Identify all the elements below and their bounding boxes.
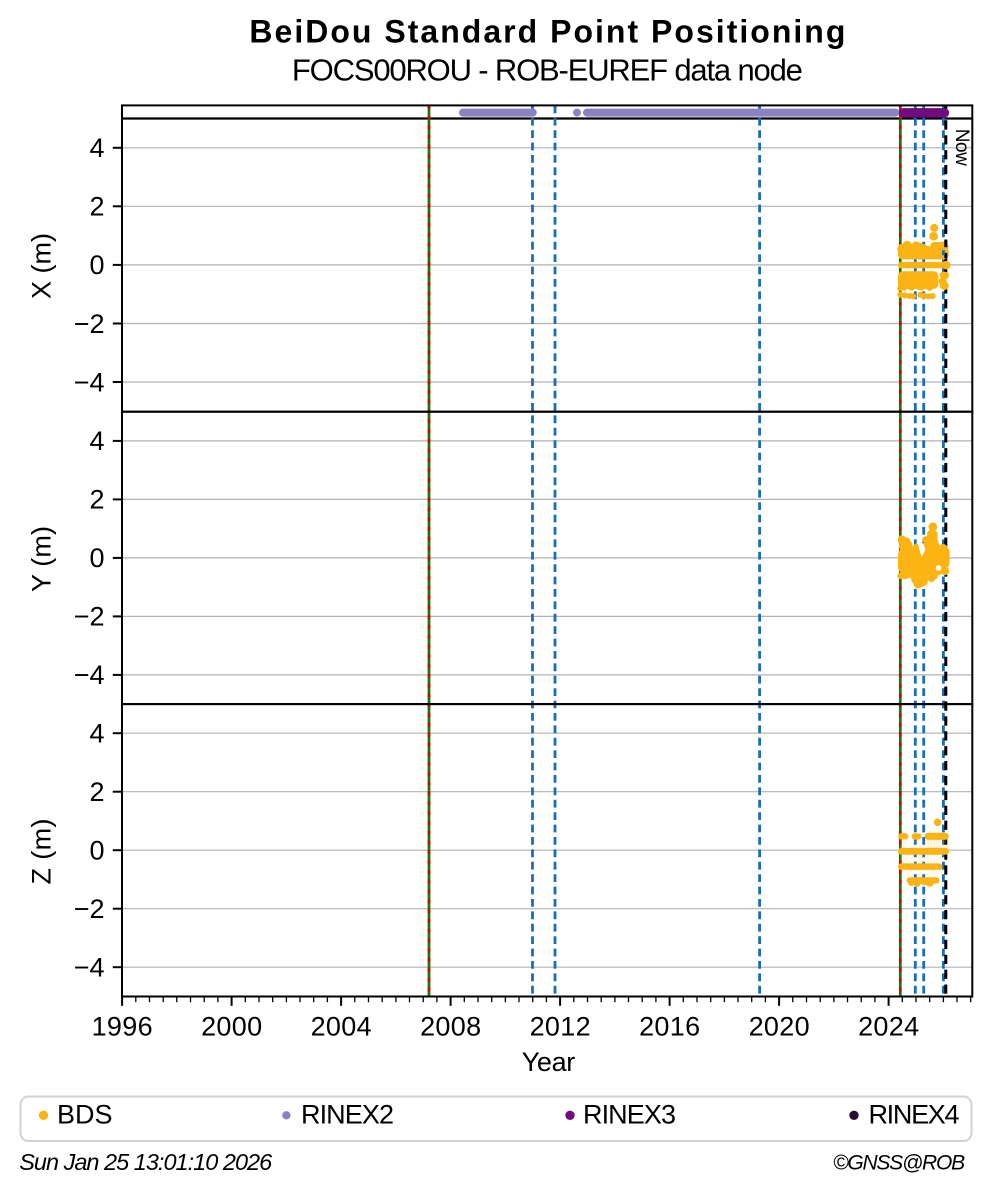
svg-text:Y (m): Y (m) bbox=[27, 526, 57, 592]
svg-text:RINEX4: RINEX4 bbox=[869, 1100, 960, 1130]
svg-text:Z (m): Z (m) bbox=[27, 819, 57, 885]
svg-text:2: 2 bbox=[89, 777, 104, 807]
svg-text:−2: −2 bbox=[74, 309, 105, 339]
svg-text:−2: −2 bbox=[74, 602, 105, 632]
svg-text:0: 0 bbox=[89, 836, 104, 866]
svg-text:BDS: BDS bbox=[57, 1100, 113, 1130]
svg-text:4: 4 bbox=[89, 719, 104, 749]
svg-text:−4: −4 bbox=[74, 367, 105, 397]
svg-text:Year: Year bbox=[522, 1047, 576, 1077]
svg-text:Sun Jan 25 13:01:10 2026: Sun Jan 25 13:01:10 2026 bbox=[19, 1149, 273, 1175]
svg-text:0: 0 bbox=[89, 543, 104, 573]
svg-text:X (m): X (m) bbox=[27, 233, 57, 299]
svg-text:Now: Now bbox=[951, 129, 972, 166]
svg-text:RINEX3: RINEX3 bbox=[583, 1100, 676, 1130]
svg-text:4: 4 bbox=[89, 133, 104, 163]
svg-text:2: 2 bbox=[89, 192, 104, 222]
svg-text:FOCS00ROU - ROB-EUREF data nod: FOCS00ROU - ROB-EUREF data node bbox=[292, 52, 803, 87]
svg-text:2: 2 bbox=[89, 485, 104, 515]
svg-text:2020: 2020 bbox=[749, 1012, 810, 1042]
svg-text:2016: 2016 bbox=[639, 1012, 700, 1042]
svg-text:−2: −2 bbox=[74, 894, 105, 924]
svg-text:BeiDou Standard Point Position: BeiDou Standard Point Positioning bbox=[249, 13, 845, 49]
svg-text:2004: 2004 bbox=[311, 1012, 372, 1042]
svg-text:RINEX2: RINEX2 bbox=[301, 1100, 394, 1130]
svg-text:4: 4 bbox=[89, 426, 104, 456]
svg-text:−4: −4 bbox=[74, 953, 105, 983]
svg-text:0: 0 bbox=[89, 250, 104, 280]
svg-text:2024: 2024 bbox=[858, 1012, 919, 1042]
svg-text:2000: 2000 bbox=[201, 1012, 262, 1042]
svg-text:2012: 2012 bbox=[530, 1012, 591, 1042]
svg-text:1996: 1996 bbox=[92, 1012, 153, 1042]
svg-text:−4: −4 bbox=[74, 660, 105, 690]
svg-text:2008: 2008 bbox=[420, 1012, 481, 1042]
svg-text:©GNSS@ROB: ©GNSS@ROB bbox=[833, 1152, 965, 1175]
